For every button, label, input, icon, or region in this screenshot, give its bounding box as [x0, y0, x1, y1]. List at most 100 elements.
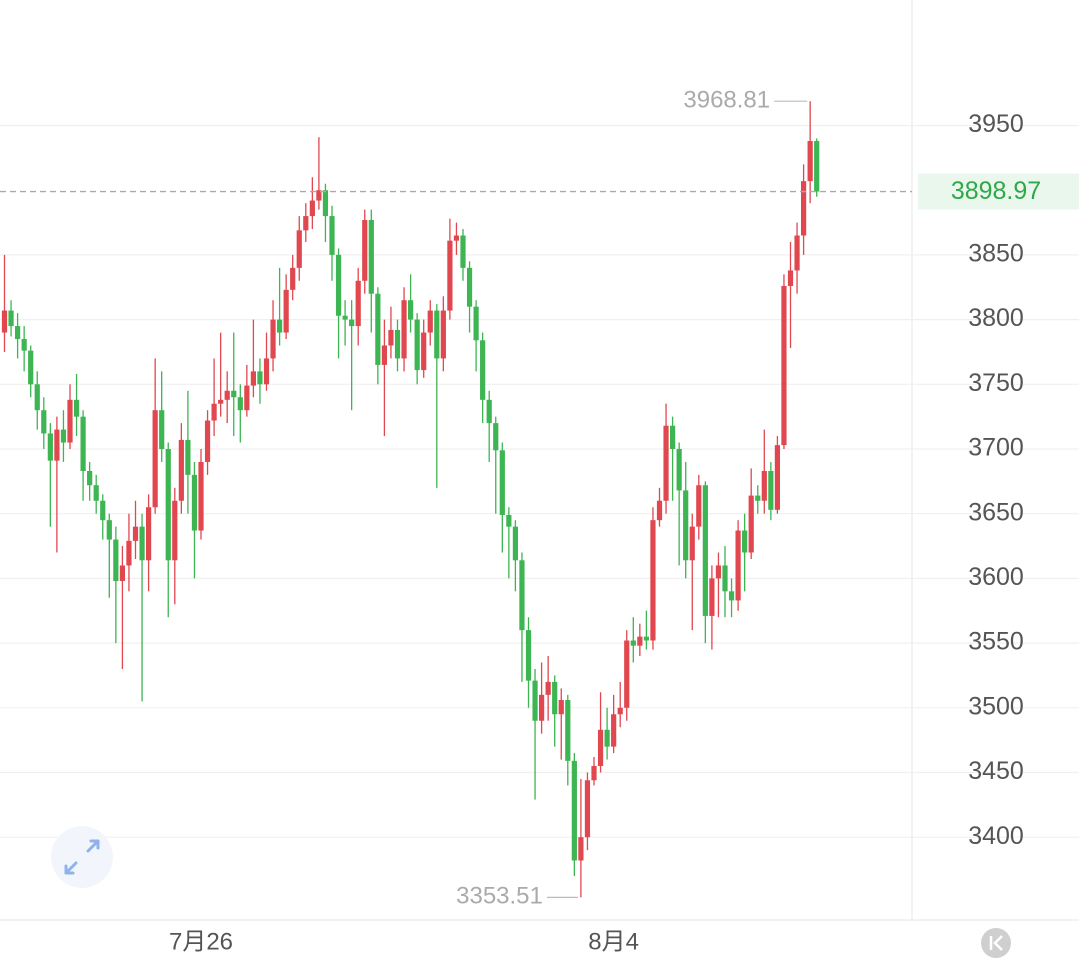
candle-body — [106, 520, 112, 540]
candle-body — [617, 707, 623, 715]
candle-body — [506, 514, 512, 527]
y-tick-label: 3750 — [968, 369, 1024, 397]
candle-body — [54, 429, 60, 461]
candle-body — [453, 235, 460, 241]
candle-body — [113, 539, 119, 581]
candle-body — [329, 216, 335, 255]
candle-body — [702, 485, 708, 616]
candle-body — [237, 397, 243, 411]
candle-body — [401, 300, 407, 359]
k-button[interactable] — [981, 928, 1011, 958]
candle-body — [60, 429, 67, 443]
candle-body — [774, 445, 780, 510]
candle-body — [165, 449, 171, 561]
candle-body — [342, 315, 348, 320]
candle-body — [663, 425, 669, 501]
candle-body — [597, 729, 604, 767]
candle-body — [794, 235, 800, 271]
candle-body — [8, 310, 14, 327]
candle-body — [322, 190, 329, 217]
candle-body — [434, 310, 440, 359]
y-tick-label: 3600 — [968, 563, 1024, 591]
candle-body — [250, 371, 256, 386]
candle-body — [807, 141, 813, 182]
candle-body — [28, 350, 34, 385]
candle-body — [539, 694, 545, 721]
y-tick-label: 3500 — [968, 692, 1024, 720]
candle-body — [394, 329, 401, 359]
candle-body — [552, 681, 558, 715]
candle-body — [388, 329, 394, 346]
candle-body — [100, 500, 106, 521]
candle-body — [296, 230, 302, 268]
y-tick-label: 3700 — [968, 434, 1024, 462]
candle-body — [466, 267, 473, 307]
candle-body — [447, 240, 453, 311]
candle-body — [768, 470, 774, 510]
x-tick-label: 8月4 — [588, 928, 639, 955]
candle-body — [309, 200, 315, 217]
candle-body — [781, 285, 787, 446]
candle-body — [480, 340, 486, 400]
candle-body — [80, 416, 86, 471]
candle-body — [47, 433, 53, 461]
candle-body — [178, 439, 184, 501]
candle-body — [532, 680, 538, 721]
y-tick-label: 3850 — [968, 240, 1024, 268]
candle-body — [427, 310, 433, 333]
candle-body — [421, 332, 427, 371]
candle-body — [408, 300, 414, 320]
candle-body — [93, 485, 99, 501]
k-icon — [989, 935, 1003, 951]
candle-body — [349, 319, 355, 327]
candle-body — [41, 410, 47, 434]
candle-body — [283, 289, 289, 333]
candle-body — [742, 530, 748, 553]
candle-body — [290, 267, 296, 290]
candle-body — [67, 399, 73, 443]
candle-body — [185, 439, 191, 475]
candle-body — [761, 470, 767, 501]
candle-body — [1, 310, 8, 333]
candle-body — [565, 700, 571, 761]
candle-body — [689, 526, 695, 561]
candle-body — [591, 766, 597, 781]
candle-body — [748, 495, 754, 553]
y-tick-label: 3400 — [968, 822, 1024, 850]
last-price-label: 3898.97 — [951, 177, 1041, 205]
candle-body — [637, 636, 643, 646]
candle-body — [303, 216, 309, 231]
candle-body — [204, 420, 211, 462]
candle-body — [414, 319, 420, 371]
candle-body — [735, 530, 741, 601]
y-tick-label: 3650 — [968, 498, 1024, 526]
candle-body — [34, 384, 40, 411]
candle-body — [152, 410, 158, 508]
candle-body — [460, 235, 466, 268]
expand-button[interactable] — [51, 826, 113, 888]
candle-body — [787, 270, 794, 286]
candle-body — [525, 630, 532, 681]
candle-body — [277, 319, 283, 333]
candle-body — [198, 461, 204, 531]
candle-body — [139, 526, 145, 561]
candle-body — [362, 219, 368, 281]
candle-body — [368, 219, 374, 294]
y-tick-label: 3800 — [968, 304, 1024, 332]
candle-body — [493, 423, 499, 451]
y-tick-label: 3450 — [968, 757, 1024, 785]
candle-body — [381, 345, 387, 365]
y-tick-label: 3550 — [968, 628, 1024, 656]
candle-body — [709, 578, 715, 616]
candle-body — [316, 190, 322, 201]
candle-body — [263, 358, 270, 385]
x-tick-label: 7月26 — [169, 928, 233, 955]
candle-body — [21, 339, 27, 351]
candle-body — [650, 520, 656, 641]
candle-body — [624, 640, 630, 708]
candle-body — [696, 485, 702, 527]
candle-body — [191, 474, 198, 531]
candle-body — [126, 540, 132, 566]
candle-body — [146, 507, 152, 561]
